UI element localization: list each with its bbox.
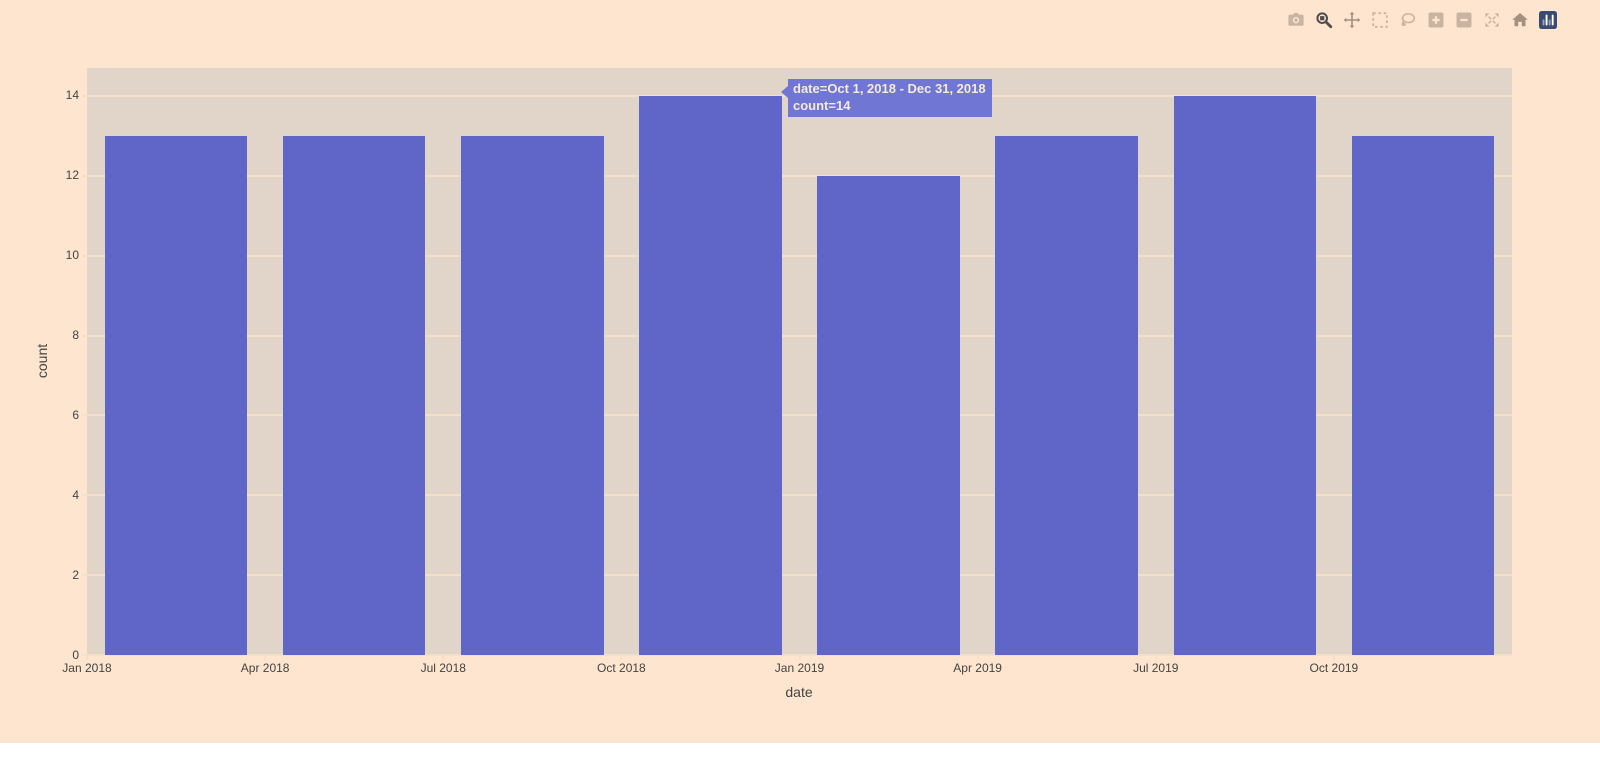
tooltip-date-line: date=Oct 1, 2018 - Dec 31, 2018 bbox=[793, 81, 986, 96]
box-select-icon bbox=[1372, 12, 1388, 28]
plotly-logo-link[interactable] bbox=[1538, 10, 1558, 30]
x-tick-label: Jul 2019 bbox=[1133, 661, 1179, 675]
home-icon bbox=[1512, 13, 1528, 27]
x-tick-label: Oct 2018 bbox=[597, 661, 646, 675]
x-tick-label: Apr 2018 bbox=[240, 661, 290, 675]
x-axis-title: date bbox=[785, 684, 813, 700]
gridline bbox=[82, 574, 1512, 577]
gridline bbox=[82, 334, 1512, 337]
y-tick-label: 2 bbox=[72, 567, 79, 582]
gridline bbox=[82, 174, 1512, 177]
plot-area[interactable] bbox=[82, 68, 1512, 656]
lasso-select-button[interactable] bbox=[1398, 10, 1418, 30]
page-bottom-strip bbox=[0, 743, 1600, 757]
pan-tool-button[interactable] bbox=[1342, 10, 1362, 30]
x-tick-mark bbox=[1332, 655, 1335, 660]
plotly-logo-icon bbox=[1539, 11, 1557, 29]
x-tick-mark bbox=[264, 655, 267, 660]
gridline bbox=[82, 494, 1512, 497]
y-tick-label: 0 bbox=[72, 647, 79, 662]
zoom-icon bbox=[1316, 12, 1333, 29]
x-tick-mark bbox=[798, 655, 801, 660]
bar[interactable] bbox=[1351, 135, 1495, 655]
x-tick-mark bbox=[442, 655, 445, 660]
x-tick-mark bbox=[1154, 655, 1157, 660]
download-plot-button[interactable] bbox=[1286, 10, 1306, 30]
zoom-in-icon bbox=[1428, 12, 1444, 28]
box-select-button[interactable] bbox=[1370, 10, 1390, 30]
y-tick-label: 8 bbox=[72, 328, 79, 343]
modebar bbox=[1286, 10, 1558, 30]
tooltip-count-line: count=14 bbox=[793, 98, 851, 113]
bar[interactable] bbox=[461, 135, 604, 655]
bar[interactable] bbox=[639, 95, 782, 655]
y-axis-title: count bbox=[34, 343, 50, 379]
gridline bbox=[82, 654, 1512, 656]
zoom-out-button[interactable] bbox=[1454, 10, 1474, 30]
zoom-tool-button[interactable] bbox=[1314, 10, 1334, 30]
bar[interactable] bbox=[995, 135, 1138, 655]
y-tick-label: 12 bbox=[65, 168, 79, 183]
x-tick-label: Jan 2019 bbox=[774, 661, 825, 675]
x-tick-mark bbox=[86, 655, 88, 660]
y-tick-label: 10 bbox=[65, 248, 79, 263]
bar[interactable] bbox=[104, 135, 248, 655]
y-tick-label: 4 bbox=[72, 487, 79, 502]
zoom-in-button[interactable] bbox=[1426, 10, 1446, 30]
autoscale-icon bbox=[1485, 13, 1499, 27]
bar[interactable] bbox=[1173, 95, 1317, 655]
x-tick-mark bbox=[620, 655, 623, 660]
autoscale-button[interactable] bbox=[1482, 10, 1502, 30]
x-tick-label: Apr 2019 bbox=[953, 661, 1002, 675]
reset-axes-button[interactable] bbox=[1510, 10, 1530, 30]
bar[interactable] bbox=[282, 135, 426, 655]
bar[interactable] bbox=[817, 175, 960, 655]
camera-icon bbox=[1288, 12, 1304, 26]
x-tick-label: Jan 2018 bbox=[62, 661, 112, 675]
zoom-out-icon bbox=[1456, 12, 1472, 28]
y-tick-label: 14 bbox=[65, 88, 79, 103]
lasso-icon bbox=[1401, 12, 1416, 27]
pan-icon bbox=[1343, 11, 1361, 29]
y-tick-label: 6 bbox=[72, 407, 79, 422]
x-tick-label: Oct 2019 bbox=[1309, 661, 1359, 675]
tooltip-arrow bbox=[781, 86, 788, 98]
hover-tooltip: date=Oct 1, 2018 - Dec 31, 2018 count=14 bbox=[781, 79, 992, 117]
gridline bbox=[82, 254, 1512, 257]
x-tick-mark bbox=[976, 655, 979, 660]
gridline bbox=[82, 414, 1512, 417]
x-tick-label: Jul 2018 bbox=[420, 661, 466, 675]
